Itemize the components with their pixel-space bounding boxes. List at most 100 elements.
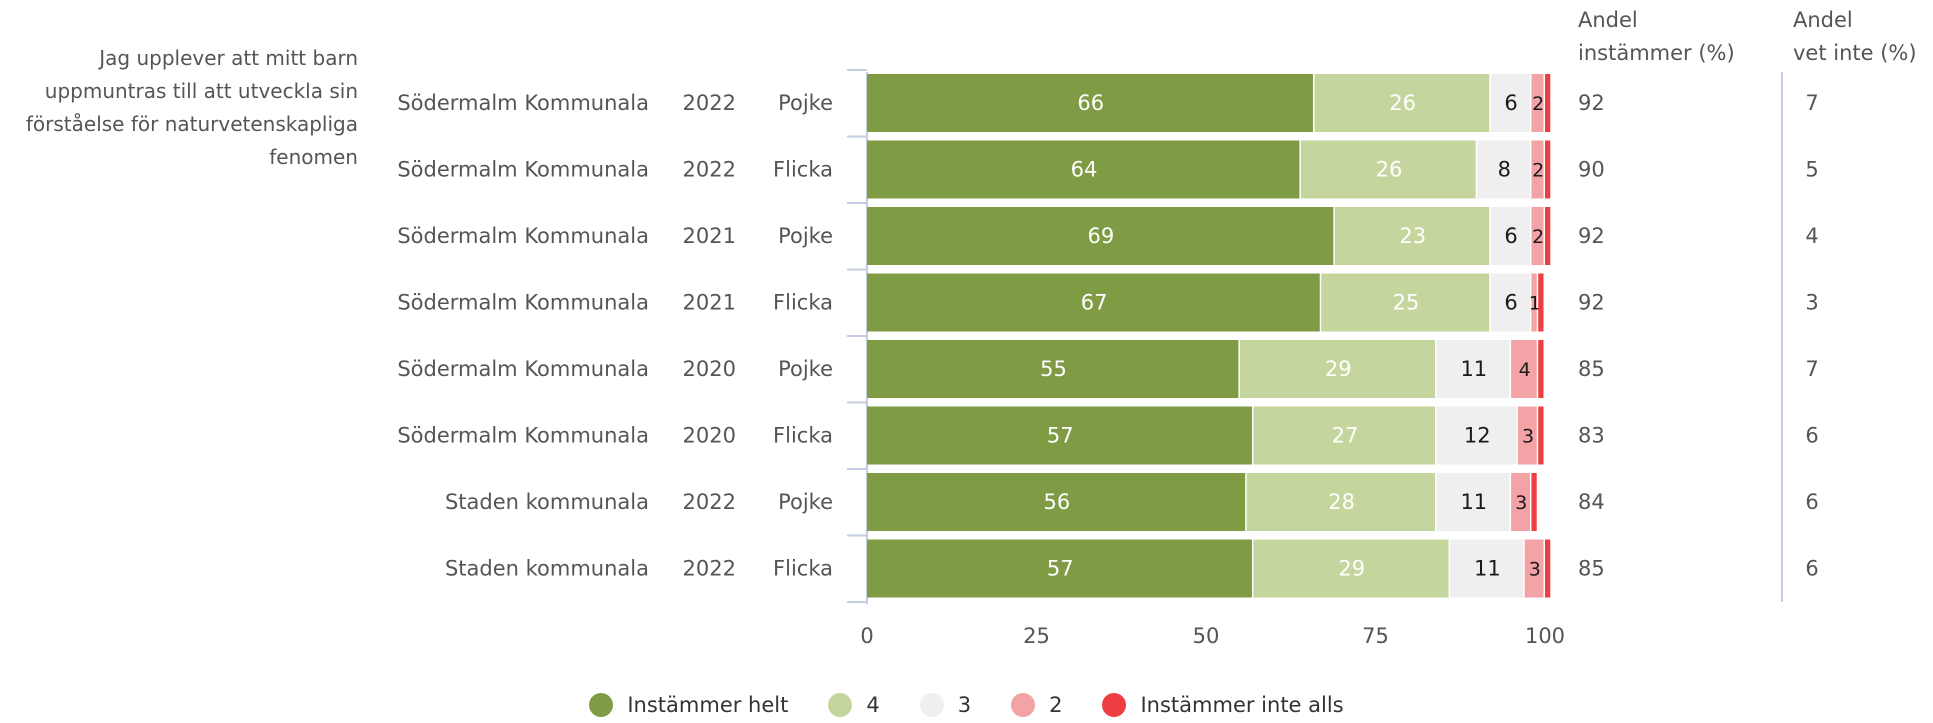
row-label-group: Södermalm Kommunala xyxy=(397,357,649,381)
bar-value-label: 28 xyxy=(1328,490,1355,514)
andel-vet-inte-value: 5 xyxy=(1805,158,1818,182)
x-tick-label: 75 xyxy=(1362,624,1389,648)
andel-instammer-value: 83 xyxy=(1578,424,1605,448)
bar-segment[interactable] xyxy=(1334,207,1490,265)
row-label-group: Södermalm Kommunala xyxy=(397,291,649,315)
legend-label-instammer-helt: Instämmer helt xyxy=(627,693,789,717)
bar-segment[interactable] xyxy=(1531,74,1544,132)
x-tick-label: 0 xyxy=(860,624,873,648)
x-tick-label: 50 xyxy=(1193,624,1220,648)
bar-segment[interactable] xyxy=(1436,406,1517,465)
legend: Instämmer helt 4 3 2 Instämmer inte alls xyxy=(0,692,1933,718)
bar-segment[interactable] xyxy=(1314,74,1490,132)
bar-segment[interactable] xyxy=(1545,207,1551,265)
andel-instammer-value: 84 xyxy=(1578,490,1605,514)
bar-value-label: 8 xyxy=(1498,158,1511,182)
andel-instammer-value: 92 xyxy=(1578,224,1605,248)
legend-swatch-instammer-inte-alls xyxy=(1102,693,1127,717)
legend-item-3[interactable]: 3 xyxy=(919,693,971,717)
bar-segment[interactable] xyxy=(867,473,1246,531)
row-label-group: Staden kommunala xyxy=(445,490,649,514)
legend-label-instammer-inte-alls: Instämmer inte alls xyxy=(1140,693,1344,717)
bar-value-label: 27 xyxy=(1332,424,1359,448)
bar-segment[interactable] xyxy=(867,273,1320,332)
bar-segment[interactable] xyxy=(1436,340,1510,398)
bar-segment[interactable] xyxy=(1246,473,1436,531)
bar-segment[interactable] xyxy=(1531,273,1537,332)
bar-segment[interactable] xyxy=(867,140,1300,199)
bar-segment[interactable] xyxy=(867,340,1239,398)
bar-segment[interactable] xyxy=(1545,140,1551,199)
bar-segment[interactable] xyxy=(1490,273,1530,332)
legend-label-4: 4 xyxy=(866,693,880,717)
legend-swatch-instammer-helt xyxy=(589,693,614,717)
row-label-group: Staden kommunala xyxy=(445,557,649,581)
legend-swatch-4 xyxy=(828,693,853,717)
row-label-year: 2021 xyxy=(683,224,736,248)
bar-segment[interactable] xyxy=(1450,539,1524,598)
row-label-gender: Flicka xyxy=(773,424,833,448)
bar-segment[interactable] xyxy=(867,207,1334,265)
bar-segment[interactable] xyxy=(867,539,1252,598)
bar-value-label: 2 xyxy=(1532,93,1544,115)
andel-vet-inte-value: 6 xyxy=(1805,490,1818,514)
bar-segment[interactable] xyxy=(867,74,1313,132)
bar-segment[interactable] xyxy=(867,406,1252,465)
bar-value-label: 29 xyxy=(1338,557,1365,581)
bar-value-label: 11 xyxy=(1474,557,1501,581)
question-line-3: förståelse för naturvetenskapliga xyxy=(26,112,358,136)
bar-segment[interactable] xyxy=(1524,539,1544,598)
legend-swatch-3 xyxy=(919,693,944,717)
bar-segment[interactable] xyxy=(1531,207,1544,265)
bar-segment[interactable] xyxy=(1545,74,1551,132)
bar-segment[interactable] xyxy=(1511,473,1530,531)
row-label-gender: Pojke xyxy=(778,490,833,514)
y-axis-ticks xyxy=(847,69,867,603)
bar-segment[interactable] xyxy=(1300,140,1476,199)
bar-segment[interactable] xyxy=(1239,340,1436,398)
andel-instammer-value: 85 xyxy=(1578,357,1605,381)
andel-instammer-value: 92 xyxy=(1578,91,1605,115)
legend-item-2[interactable]: 2 xyxy=(1011,693,1062,717)
bar-segment[interactable] xyxy=(1436,473,1510,531)
bar-value-label: 4 xyxy=(1519,359,1531,381)
bar-segment[interactable] xyxy=(1321,273,1490,332)
row-label-year: 2022 xyxy=(683,490,736,514)
bar-segment[interactable] xyxy=(1477,140,1530,199)
row-label-group: Södermalm Kommunala xyxy=(397,158,649,182)
row-label-year: 2020 xyxy=(683,424,736,448)
bar-segment[interactable] xyxy=(1545,539,1551,598)
bar-segment[interactable] xyxy=(1490,74,1530,132)
row-label-gender: Flicka xyxy=(773,158,833,182)
andel-vet-inte-value: 6 xyxy=(1805,424,1818,448)
legend-label-2: 2 xyxy=(1049,693,1063,717)
bar-segment[interactable] xyxy=(1531,140,1544,199)
row-label-group: Södermalm Kommunala xyxy=(397,91,649,115)
bar-segment[interactable] xyxy=(1517,406,1537,465)
bar-segment[interactable] xyxy=(1538,340,1544,398)
bar-segment[interactable] xyxy=(1253,406,1436,465)
andel-vet-inte-value: 7 xyxy=(1805,357,1818,381)
andel-vet-inte-value: 6 xyxy=(1805,557,1818,581)
andel-vet-inte-value: 4 xyxy=(1805,224,1818,248)
andel-vet-inte-header-line-1: Andel xyxy=(1793,8,1853,32)
bar-value-label: 6 xyxy=(1504,291,1517,315)
question-line-4: fenomen xyxy=(269,145,358,169)
bar-value-label: 1 xyxy=(1529,293,1541,315)
legend-item-4[interactable]: 4 xyxy=(828,693,880,717)
bar-segment[interactable] xyxy=(1531,473,1537,531)
x-tick-label: 100 xyxy=(1525,624,1565,648)
row-label-gender: Pojke xyxy=(778,91,833,115)
andel-instammer-value: 90 xyxy=(1578,158,1605,182)
legend-item-instammer-inte-alls[interactable]: Instämmer inte alls xyxy=(1102,693,1344,717)
bar-segment[interactable] xyxy=(1253,539,1449,598)
bar-segment[interactable] xyxy=(1538,406,1544,465)
andel-vet-inte-value: 7 xyxy=(1805,91,1818,115)
legend-item-instammer-helt[interactable]: Instämmer helt xyxy=(589,693,788,717)
bar-segment[interactable] xyxy=(1490,207,1530,265)
andel-instammer-value: 92 xyxy=(1578,291,1605,315)
bar-segment[interactable] xyxy=(1511,340,1537,398)
andel-vet-inte-value: 3 xyxy=(1805,291,1818,315)
bar-segment[interactable] xyxy=(1538,273,1544,332)
